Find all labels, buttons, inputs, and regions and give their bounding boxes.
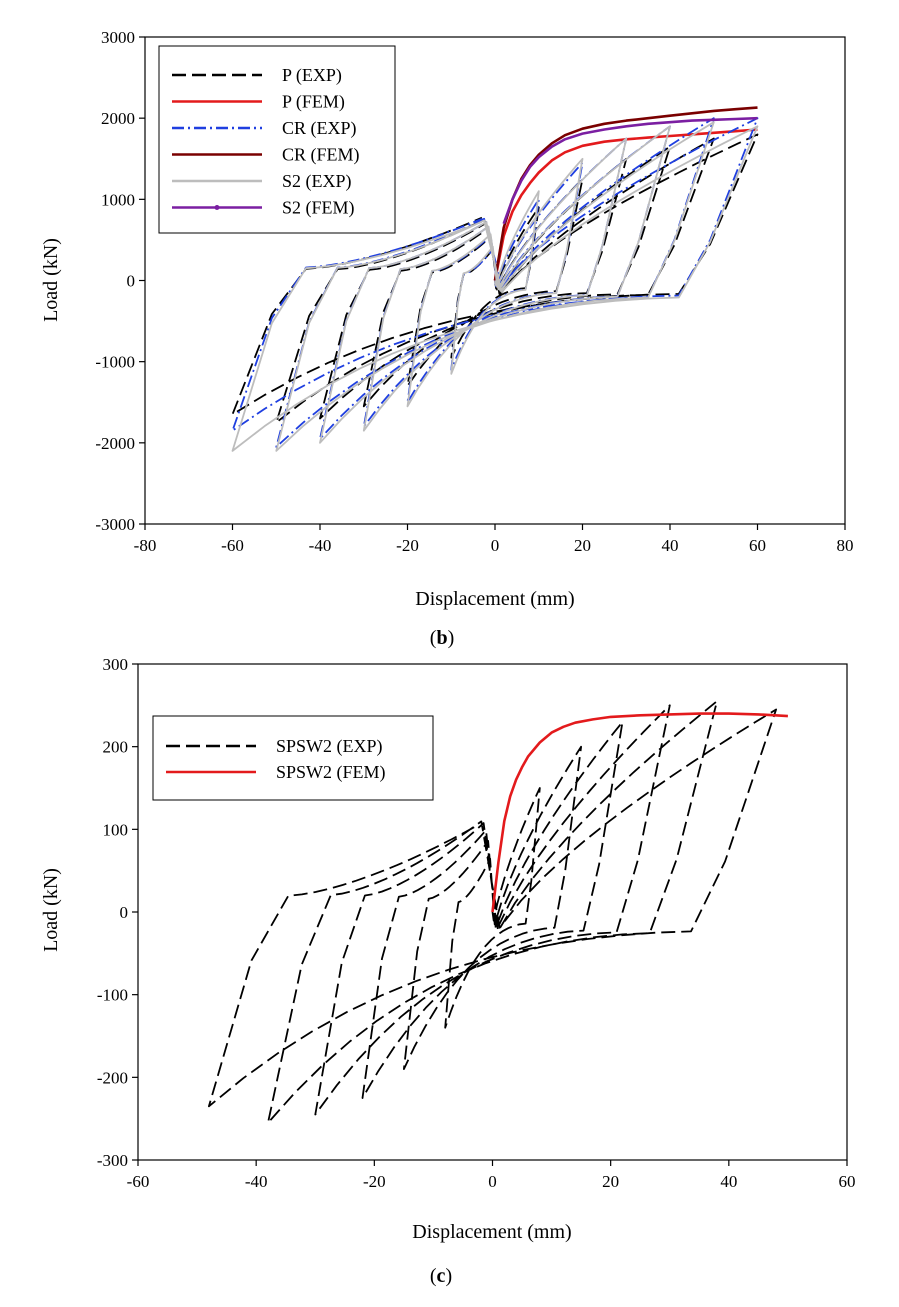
chart-c-y-tick-label: 200 — [103, 738, 129, 757]
chart-c-y-tick-label: 300 — [103, 655, 129, 674]
chart-b-y-tick-label: -2000 — [95, 434, 135, 453]
chart-c-panel-label: (c) — [430, 1265, 452, 1287]
chart-b-x-tick-label: -80 — [134, 536, 157, 555]
chart-c-y-tick-label: 0 — [120, 903, 129, 922]
chart-b-x-tick-label: -60 — [221, 536, 244, 555]
chart-b-x-tick-label: 0 — [491, 536, 500, 555]
chart-b-legend-label-1: P (EXP) — [282, 65, 342, 86]
chart-b-panel-label: (b) — [430, 627, 454, 649]
chart-c-x-tick-label: 40 — [720, 1172, 737, 1191]
chart-b-y-axis-label: Load (kN) — [40, 238, 62, 322]
chart-b-legend: P (EXP) P (FEM) CR (EXP) CR (FEM) S2 (EXP) S2… — [158, 45, 396, 234]
chart-b-x-tick-label: 80 — [837, 536, 854, 555]
chart-b-panel-letter: b — [436, 627, 447, 649]
chart-c-legend: SPSW2 (EXP) SPSW2 (FEM) — [152, 715, 434, 801]
chart-b-legend-label-2: P (FEM) — [282, 92, 345, 113]
chart-c-legend-label-1: SPSW2 (EXP) — [276, 736, 383, 757]
chart-c-plot-area — [208, 700, 788, 1124]
chart-b-legend-label-4: CR (FEM) — [282, 145, 360, 166]
chart-b-legend-label-5: S2 (EXP) — [282, 171, 352, 192]
chart-c-x-tick-label: -60 — [127, 1172, 150, 1191]
chart-b-series-line-2 — [493, 128, 758, 281]
chart-c-y-tick-label: -200 — [97, 1068, 128, 1087]
chart-c-panel-close: ) — [445, 1265, 452, 1287]
chart-b-x-axis-label: Displacement (mm) — [415, 588, 574, 610]
chart-c-y-axis-label: Load (kN) — [40, 868, 62, 952]
chart-c-x-tick-label: 20 — [602, 1172, 619, 1191]
chart-b-series-line-6 — [502, 116, 758, 225]
chart-c-series-line-1 — [208, 700, 777, 1124]
chart-b-legend-label-3: CR (EXP) — [282, 118, 357, 139]
chart-c-x-axis-label: Displacement (mm) — [412, 1221, 571, 1243]
chart-b-legend-marker-6 — [214, 205, 220, 210]
chart-b-x-tick-label: -20 — [396, 536, 419, 555]
chart-c-x-ticks: -60 -40 -20 0 20 40 60 — [127, 1160, 856, 1191]
chart-b-plot-area — [231, 106, 759, 452]
chart-b-panel-open: ( — [430, 627, 437, 649]
chart-b: -80 -60 -40 -20 0 20 40 60 80 -3000 -2000 -1000 0 10… — [40, 28, 854, 649]
chart-c-x-tick-label: -20 — [363, 1172, 386, 1191]
chart-b-x-tick-label: -40 — [309, 536, 332, 555]
chart-c: -60 -40 -20 0 20 40 60 -300-200-1000100200300 … — [40, 655, 856, 1287]
chart-c-x-tick-label: -40 — [245, 1172, 268, 1191]
chart-b-x-ticks: -80 -60 -40 -20 0 20 40 60 80 — [134, 524, 854, 555]
chart-b-legend-label-6: S2 (FEM) — [282, 198, 355, 219]
chart-c-series-line-2 — [491, 712, 788, 913]
chart-c-y-ticks: -300 -200 -100 0 100 200 300 — [97, 655, 138, 1170]
chart-b-y-tick-label: -1000 — [95, 353, 135, 372]
chart-c-x-tick-label: 60 — [839, 1172, 856, 1191]
chart-b-y-tick-label: 3000 — [101, 28, 135, 47]
chart-c-panel-open: ( — [430, 1265, 437, 1287]
chart-c-y-tick-label: 100 — [103, 820, 129, 839]
chart-b-y-tick-label: 2000 — [101, 109, 135, 128]
chart-b-y-tick-label: 1000 — [101, 190, 135, 209]
chart-c-x-tick-label: 0 — [488, 1172, 497, 1191]
chart-c-y-tick-label: -300 — [97, 1151, 128, 1170]
chart-c-legend-label-2: SPSW2 (FEM) — [276, 762, 386, 783]
chart-b-series-line-5 — [231, 121, 759, 452]
chart-b-x-tick-label: 40 — [662, 536, 679, 555]
chart-c-y-tick-label: -100 — [97, 986, 128, 1005]
chart-b-x-tick-label: 20 — [574, 536, 591, 555]
chart-b-y-tick-label: 0 — [127, 272, 136, 291]
chart-b-x-tick-label: 60 — [749, 536, 766, 555]
chart-b-panel-close: ) — [448, 627, 455, 649]
chart-b-y-tick-label: -3000 — [95, 515, 135, 534]
chart-c-legend-box — [152, 715, 434, 801]
chart-b-y-ticks: -3000 -2000 -1000 0 1000 2000 3000 — [95, 28, 145, 534]
chart-c-panel-letter: c — [437, 1265, 446, 1287]
chart-b-legend-box — [158, 45, 396, 234]
